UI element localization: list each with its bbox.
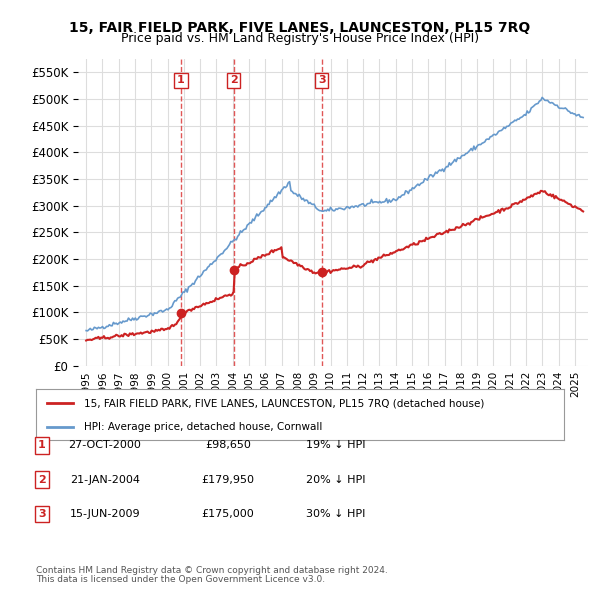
Text: Contains HM Land Registry data © Crown copyright and database right 2024.: Contains HM Land Registry data © Crown c…: [36, 566, 388, 575]
Text: £98,650: £98,650: [205, 441, 251, 450]
Text: 30% ↓ HPI: 30% ↓ HPI: [307, 509, 365, 519]
Text: 19% ↓ HPI: 19% ↓ HPI: [306, 441, 366, 450]
Text: 15-JUN-2009: 15-JUN-2009: [70, 509, 140, 519]
Text: 15, FAIR FIELD PARK, FIVE LANES, LAUNCESTON, PL15 7RQ (detached house): 15, FAIR FIELD PARK, FIVE LANES, LAUNCES…: [83, 398, 484, 408]
Text: HPI: Average price, detached house, Cornwall: HPI: Average price, detached house, Corn…: [83, 422, 322, 432]
Text: 3: 3: [318, 76, 326, 86]
Text: 21-JAN-2004: 21-JAN-2004: [70, 475, 140, 484]
Text: This data is licensed under the Open Government Licence v3.0.: This data is licensed under the Open Gov…: [36, 575, 325, 584]
Text: 1: 1: [177, 76, 185, 86]
Text: £179,950: £179,950: [202, 475, 254, 484]
Text: £175,000: £175,000: [202, 509, 254, 519]
Text: 3: 3: [38, 509, 46, 519]
Text: 2: 2: [38, 475, 46, 484]
Text: 27-OCT-2000: 27-OCT-2000: [68, 441, 142, 450]
Text: 1: 1: [38, 441, 46, 450]
Text: Price paid vs. HM Land Registry's House Price Index (HPI): Price paid vs. HM Land Registry's House …: [121, 32, 479, 45]
Text: 20% ↓ HPI: 20% ↓ HPI: [306, 475, 366, 484]
Text: 2: 2: [230, 76, 238, 86]
Text: 15, FAIR FIELD PARK, FIVE LANES, LAUNCESTON, PL15 7RQ: 15, FAIR FIELD PARK, FIVE LANES, LAUNCES…: [70, 21, 530, 35]
